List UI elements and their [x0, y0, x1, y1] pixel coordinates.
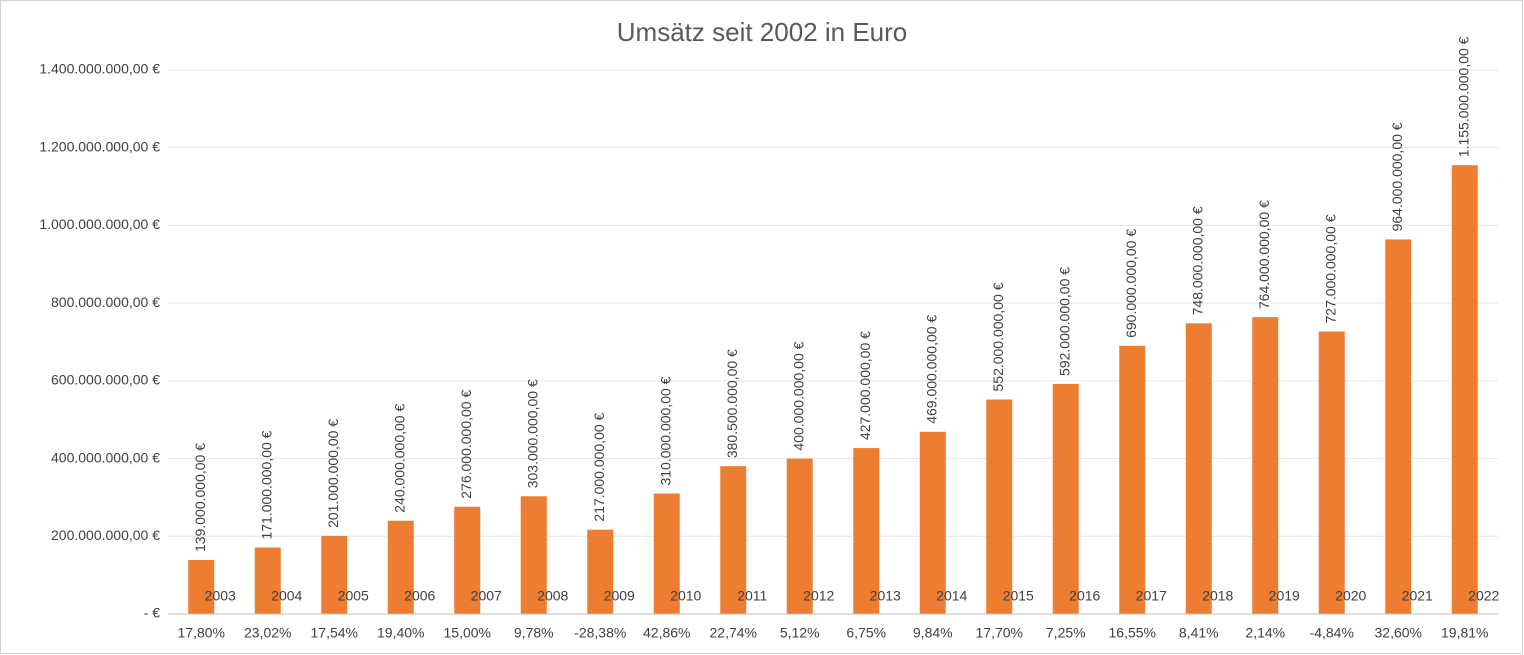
value-label: 748.000.000,00 € — [1189, 206, 1205, 315]
bar — [1318, 331, 1345, 614]
y-tick-label: 1.000.000.000,00 € — [39, 216, 160, 232]
x-sub-label: 32,60% — [1375, 625, 1422, 641]
bar — [254, 547, 281, 614]
x-sub-label: 17,70% — [976, 625, 1023, 641]
value-label: 764.000.000,00 € — [1256, 200, 1272, 309]
x-tick-label: 2004 — [271, 588, 302, 604]
value-label: 171.000.000,00 € — [258, 430, 274, 539]
x-sub-label: 5,12% — [780, 625, 820, 641]
value-label: 276.000.000,00 € — [458, 390, 474, 499]
bar — [1451, 165, 1478, 614]
bar — [387, 520, 414, 614]
x-tick-label: 2011 — [737, 588, 767, 604]
x-sub-label: 8,41% — [1179, 625, 1219, 641]
bar — [454, 506, 481, 614]
x-sub-label: 2,14% — [1245, 625, 1285, 641]
x-sub-label: 17,54% — [311, 625, 358, 641]
x-tick-label: 2012 — [803, 588, 834, 604]
value-label: 217.000.000,00 € — [591, 412, 607, 521]
x-sub-label: 15,00% — [444, 625, 491, 641]
value-label: 1.155.000.000,00 € — [1455, 36, 1471, 157]
x-sub-label: 16,55% — [1109, 625, 1156, 641]
x-sub-label: 23,02% — [244, 625, 291, 641]
x-tick-label: 2017 — [1136, 588, 1167, 604]
y-tick-label: 800.000.000,00 € — [51, 294, 160, 310]
x-sub-label: 9,78% — [514, 625, 554, 641]
bar — [1052, 383, 1079, 614]
x-tick-label: 2015 — [1003, 588, 1034, 604]
chart-title: Umsätz seit 2002 in Euro — [617, 17, 907, 47]
bar — [786, 458, 813, 614]
value-label: 400.000.000,00 € — [790, 341, 806, 450]
x-tick-label: 2021 — [1402, 588, 1433, 604]
bar — [653, 493, 680, 614]
bar — [520, 496, 547, 614]
x-sub-label: -28,38% — [574, 625, 626, 641]
x-sub-label: 6,75% — [846, 625, 886, 641]
x-tick-label: 2008 — [537, 588, 568, 604]
x-tick-label: 2018 — [1202, 588, 1233, 604]
value-label: 690.000.000,00 € — [1123, 229, 1139, 338]
x-tick-label: 2006 — [404, 588, 435, 604]
bar — [321, 535, 348, 614]
x-tick-label: 2007 — [471, 588, 502, 604]
x-tick-label: 2010 — [670, 588, 701, 604]
value-label: 727.000.000,00 € — [1322, 214, 1338, 323]
value-label: 139.000.000,00 € — [192, 443, 208, 552]
x-sub-label: -4,84% — [1310, 625, 1354, 641]
bar — [1252, 317, 1279, 614]
bar — [720, 466, 747, 614]
bar — [853, 448, 880, 614]
x-sub-label: 19,81% — [1441, 625, 1488, 641]
bar — [1119, 345, 1146, 614]
y-tick-label: 600.000.000,00 € — [51, 372, 160, 388]
x-tick-label: 2020 — [1335, 588, 1366, 604]
x-tick-label: 2003 — [205, 588, 236, 604]
x-tick-label: 2013 — [870, 588, 901, 604]
x-tick-label: 2016 — [1069, 588, 1100, 604]
bar — [1185, 323, 1212, 614]
x-tick-label: 2022 — [1468, 588, 1499, 604]
bar — [188, 559, 215, 614]
value-label: 240.000.000,00 € — [391, 404, 407, 513]
bar — [986, 399, 1013, 614]
value-label: 201.000.000,00 € — [325, 419, 341, 528]
y-tick-label: 400.000.000,00 € — [51, 449, 160, 465]
x-tick-label: 2005 — [338, 588, 369, 604]
y-tick-label: 1.200.000.000,00 € — [39, 138, 160, 154]
bar — [1385, 239, 1412, 614]
value-label: 469.000.000,00 € — [923, 315, 939, 424]
y-tick-label: 1.400.000.000,00 € — [39, 61, 160, 77]
x-tick-label: 2014 — [936, 588, 967, 604]
value-label: 592.000.000,00 € — [1056, 267, 1072, 376]
x-sub-label: 7,25% — [1046, 625, 1086, 641]
x-sub-label: 9,84% — [913, 625, 953, 641]
value-label: 380.500.000,00 € — [724, 349, 740, 458]
x-sub-label: 22,74% — [710, 625, 757, 641]
x-sub-label: 17,80% — [178, 625, 225, 641]
value-label: 303.000.000,00 € — [524, 379, 540, 488]
value-label: 427.000.000,00 € — [857, 331, 873, 440]
x-tick-label: 2009 — [604, 588, 635, 604]
x-tick-label: 2019 — [1269, 588, 1300, 604]
x-sub-label: 19,40% — [377, 625, 424, 641]
value-label: 310.000.000,00 € — [657, 376, 673, 485]
y-tick-label: - € — [144, 605, 161, 621]
value-label: 964.000.000,00 € — [1389, 122, 1405, 231]
bar — [919, 431, 946, 614]
value-label: 552.000.000,00 € — [990, 282, 1006, 391]
x-sub-label: 42,86% — [643, 625, 690, 641]
y-tick-label: 200.000.000,00 € — [51, 527, 160, 543]
bar — [587, 529, 614, 614]
